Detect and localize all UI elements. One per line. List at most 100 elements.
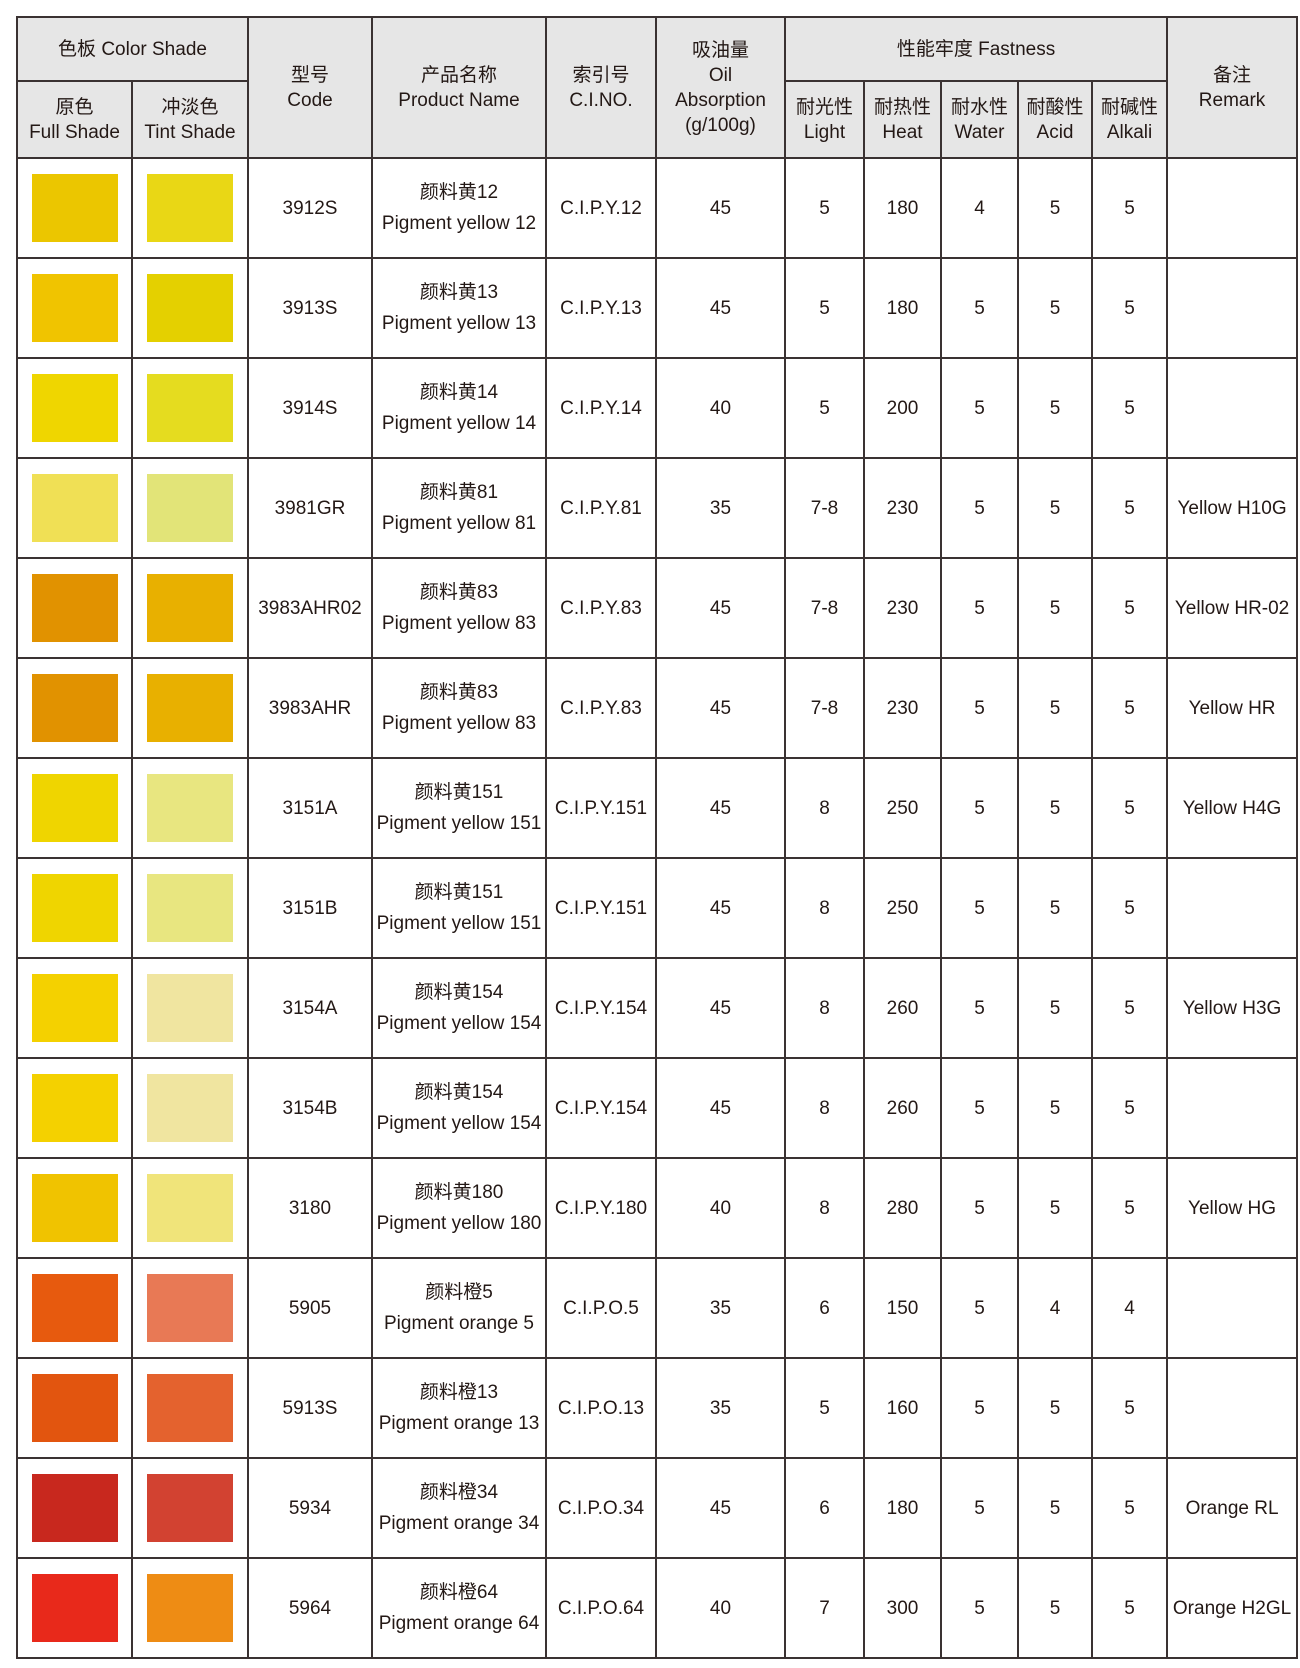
acid-cell: 5 — [1017, 957, 1093, 1059]
code-cell: 3154A — [247, 957, 373, 1059]
product-name-en: Pigment yellow 180 — [376, 1213, 542, 1234]
water-cell: 5 — [940, 257, 1019, 359]
table-row: 5913S 颜料橙13 Pigment orange 13 C.I.P.O.13 35 5… — [16, 1357, 1299, 1459]
acid-cell: 5 — [1017, 157, 1093, 259]
remark-cell: Yellow H10G — [1166, 457, 1299, 559]
code-cell: 3983AHR02 — [247, 557, 373, 659]
light-cell: 5 — [784, 357, 865, 459]
product-name-en: Pigment yellow 154 — [376, 1013, 542, 1034]
table-row: 3913S 颜料黄13 Pigment yellow 13 C.I.P.Y.13 45 5… — [16, 257, 1299, 359]
light-cell: 5 — [784, 1357, 865, 1459]
product-name-cell: 颜料黄151 Pigment yellow 151 — [371, 857, 547, 959]
full-cn: 原色 — [55, 96, 94, 118]
product-name-cell: 颜料橙34 Pigment orange 34 — [371, 1457, 547, 1559]
heat-cell: 280 — [863, 1157, 942, 1259]
cino-cell: C.I.P.Y.83 — [545, 657, 657, 759]
remark-cell — [1166, 257, 1299, 359]
cino-cell: C.I.P.O.34 — [545, 1457, 657, 1559]
heat-cell: 250 — [863, 757, 942, 859]
full-shade-cell — [16, 1557, 133, 1659]
heat-cell: 260 — [863, 1057, 942, 1159]
water-cell: 5 — [940, 1557, 1019, 1659]
oil-cell: 35 — [655, 1257, 786, 1359]
header-acid: 耐酸性 Acid — [1017, 80, 1093, 159]
tint-shade-swatch — [147, 474, 233, 542]
full-shade-cell — [16, 1157, 133, 1259]
acid-cell: 5 — [1017, 1557, 1093, 1659]
product-name-cn: 颜料黄151 — [414, 882, 504, 903]
code-cn: 型号 — [290, 64, 329, 86]
water-cell: 5 — [940, 457, 1019, 559]
oil-cell: 45 — [655, 757, 786, 859]
water-cell: 5 — [940, 1257, 1019, 1359]
alkali-cell: 5 — [1090, 1557, 1169, 1659]
full-shade-swatch — [31, 274, 118, 342]
alkali-en: Alkali — [1106, 121, 1153, 143]
light-cell: 8 — [784, 757, 865, 859]
light-cell: 8 — [784, 857, 865, 959]
light-en: Light — [803, 121, 846, 143]
cino-en: C.I.NO. — [569, 89, 633, 111]
product-name-cell: 颜料黄83 Pigment yellow 83 — [371, 657, 547, 759]
light-cell: 5 — [784, 257, 865, 359]
acid-cell: 5 — [1017, 357, 1093, 459]
product-name-en: Pigment yellow 14 — [381, 413, 537, 434]
product-name-cell: 颜料黄154 Pigment yellow 154 — [371, 957, 547, 1059]
header-full-shade: 原色 Full Shade — [16, 80, 133, 159]
tint-shade-swatch — [147, 574, 233, 642]
oil-cell: 45 — [655, 857, 786, 959]
product-name-cell: 颜料黄13 Pigment yellow 13 — [371, 257, 547, 359]
heat-cn: 耐热性 — [873, 96, 931, 118]
alkali-cell: 4 — [1090, 1257, 1169, 1359]
full-shade-cell — [16, 757, 133, 859]
product-name-cell: 颜料橙13 Pigment orange 13 — [371, 1357, 547, 1459]
code-cell: 3151B — [247, 857, 373, 959]
code-cell: 5913S — [247, 1357, 373, 1459]
acid-cell: 5 — [1017, 857, 1093, 959]
heat-cell: 180 — [863, 257, 942, 359]
product-name-cn: 颜料黄151 — [414, 782, 504, 803]
heat-cell: 260 — [863, 957, 942, 1059]
tint-shade-cell — [131, 257, 249, 359]
cino-cell: C.I.P.O.13 — [545, 1357, 657, 1459]
product-name-cn: 颜料黄154 — [414, 1082, 504, 1103]
code-cell: 3912S — [247, 157, 373, 259]
remark-cell: Yellow HG — [1166, 1157, 1299, 1259]
code-en: Code — [287, 89, 333, 111]
water-cell: 5 — [940, 657, 1019, 759]
water-cell: 5 — [940, 1057, 1019, 1159]
cino-cell: C.I.P.Y.12 — [545, 157, 657, 259]
full-shade-swatch — [31, 874, 118, 942]
acid-cn: 耐酸性 — [1026, 96, 1084, 118]
acid-cell: 5 — [1017, 1457, 1093, 1559]
tint-shade-cell — [131, 357, 249, 459]
product-name-cell: 颜料黄151 Pigment yellow 151 — [371, 757, 547, 859]
tint-shade-swatch — [147, 274, 233, 342]
product-name-cell: 颜料黄83 Pigment yellow 83 — [371, 557, 547, 659]
product-name-cell: 颜料黄12 Pigment yellow 12 — [371, 157, 547, 259]
product-name-cell: 颜料橙5 Pigment orange 5 — [371, 1257, 547, 1359]
tint-shade-cell — [131, 1357, 249, 1459]
tint-cn: 冲淡色 — [161, 96, 219, 118]
product-name-cn: 颜料橙13 — [419, 1382, 499, 1403]
full-shade-swatch — [31, 674, 118, 742]
product-name-cn: 颜料黄83 — [419, 682, 499, 703]
full-shade-swatch — [31, 574, 118, 642]
product-name-cn: 颜料黄14 — [419, 382, 499, 403]
acid-cell: 5 — [1017, 1057, 1093, 1159]
oil-cell: 45 — [655, 557, 786, 659]
remark-cell: Yellow HR — [1166, 657, 1299, 759]
tint-en: Tint Shade — [144, 121, 236, 143]
remark-cell — [1166, 1257, 1299, 1359]
table-row: 3983AHR 颜料黄83 Pigment yellow 83 C.I.P.Y.83 4… — [16, 657, 1299, 759]
full-shade-swatch — [31, 1474, 118, 1542]
heat-cell: 230 — [863, 457, 942, 559]
oil-cell: 45 — [655, 157, 786, 259]
light-cell: 6 — [784, 1257, 865, 1359]
tint-shade-swatch — [147, 174, 233, 242]
code-cell: 5934 — [247, 1457, 373, 1559]
remark-cell: Yellow H4G — [1166, 757, 1299, 859]
alkali-cell: 5 — [1090, 757, 1169, 859]
header-tint-shade: 冲淡色 Tint Shade — [131, 80, 249, 159]
product-name-cell: 颜料黄81 Pigment yellow 81 — [371, 457, 547, 559]
